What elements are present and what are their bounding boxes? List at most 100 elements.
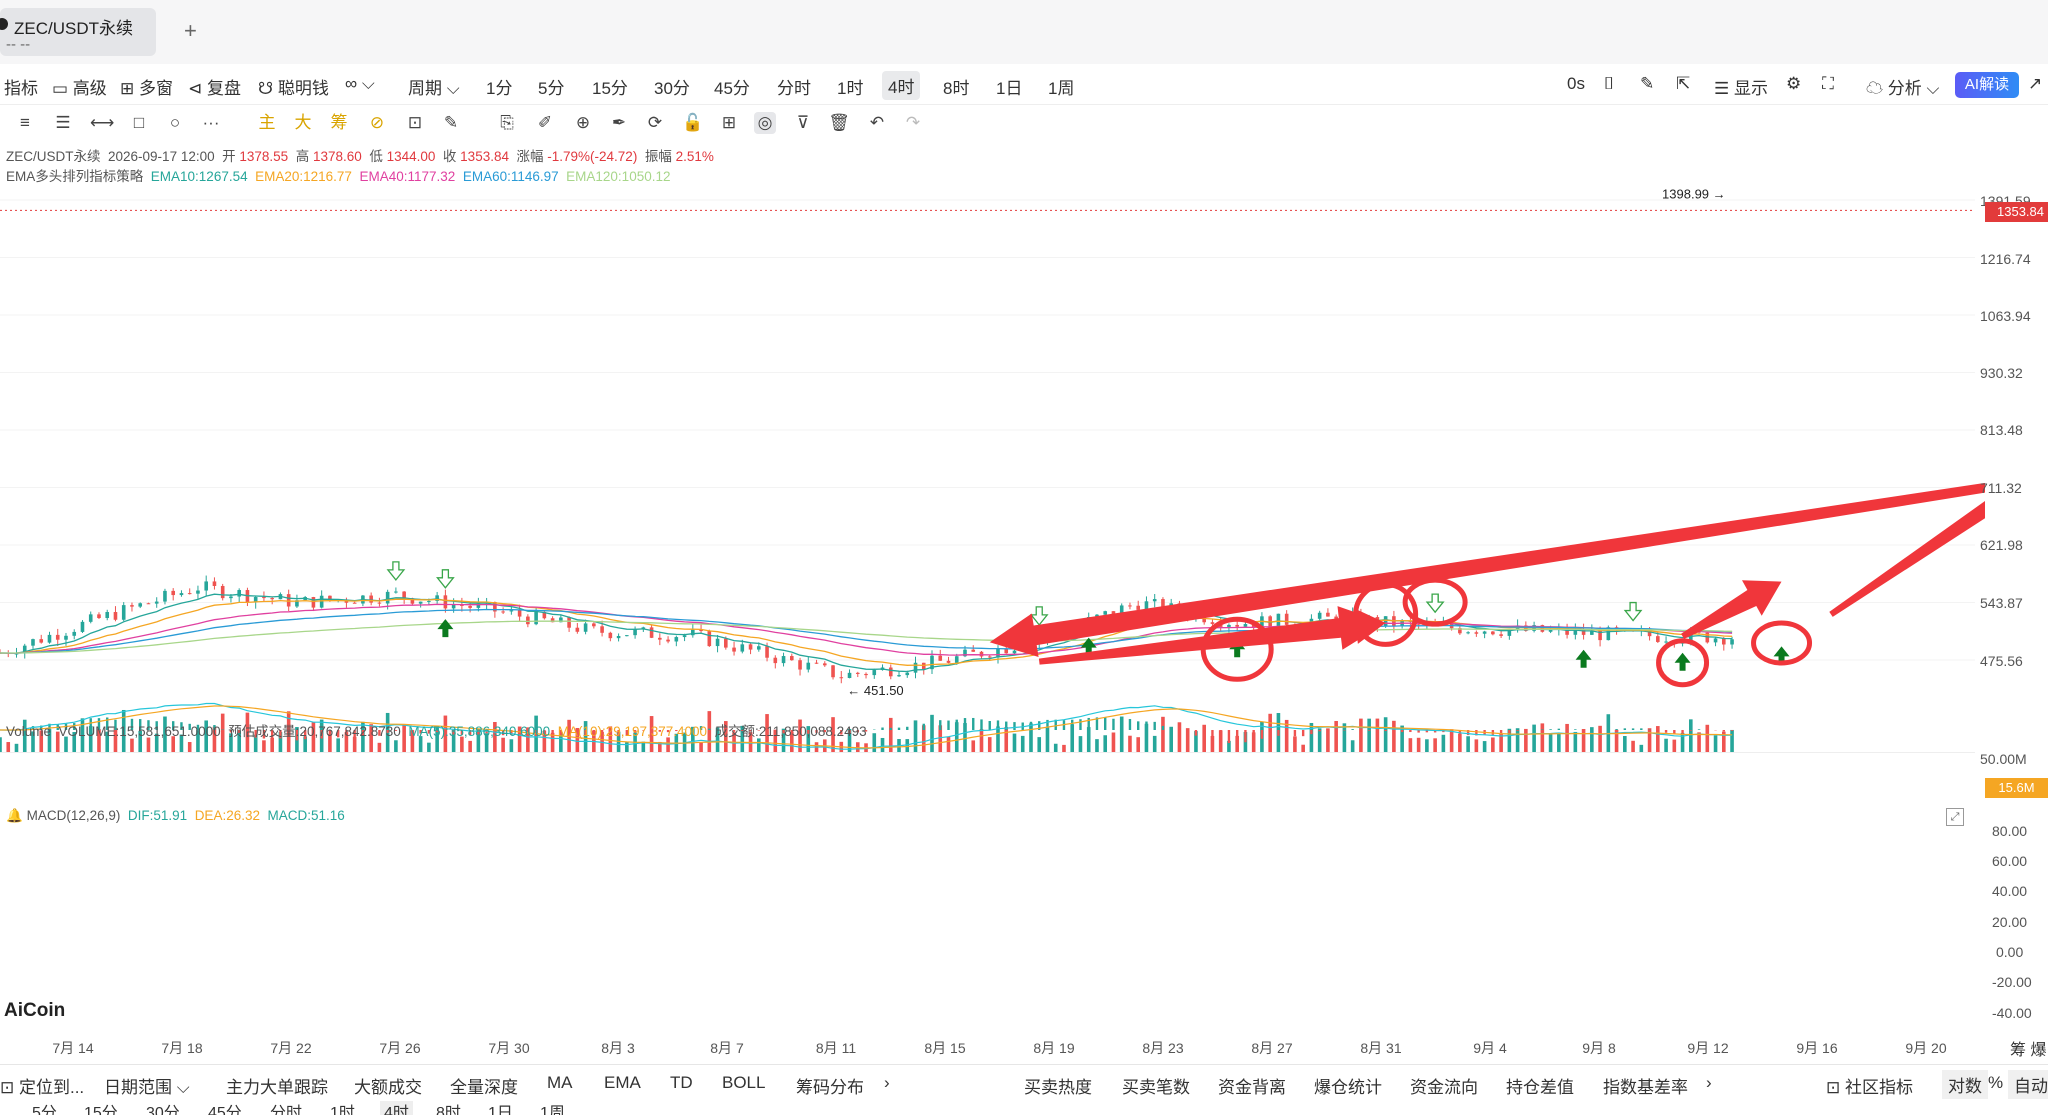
zoom-icon[interactable]: ⊕ bbox=[575, 113, 591, 132]
community-indicator[interactable]: ⊡ 社区指标 bbox=[1826, 1078, 1913, 1097]
volume-bar bbox=[39, 730, 44, 752]
analysis-dropdown[interactable]: ☁ 分析 ⌵ bbox=[1866, 79, 1940, 98]
index-basis[interactable]: 指数基差率 bbox=[1603, 1078, 1688, 1097]
advanced-button[interactable]: ▭ 高级 bbox=[52, 79, 107, 98]
candle bbox=[715, 638, 720, 647]
delete-icon[interactable]: 🗑 bbox=[828, 113, 850, 132]
frame-icon[interactable]: ⊡ bbox=[407, 113, 423, 132]
more-icon[interactable]: ··· bbox=[202, 113, 220, 132]
period-option[interactable]: 4时 bbox=[380, 1101, 413, 1115]
main-force-icon[interactable]: 主 bbox=[258, 113, 276, 132]
tab-zec-usdt[interactable]: ZEC/USDT永续 -- -- bbox=[0, 8, 156, 56]
position-diff[interactable]: 持仓差值 bbox=[1506, 1078, 1574, 1097]
add-tab-button[interactable]: + bbox=[184, 18, 197, 43]
auto-scale-toggle[interactable]: 自动 bbox=[2008, 1070, 2048, 1099]
main-force-tracking[interactable]: 主力大单跟踪 bbox=[226, 1078, 328, 1097]
eraser-icon[interactable]: ✐ bbox=[537, 113, 553, 132]
period-5m[interactable]: 5分 bbox=[538, 79, 565, 98]
indicator-button[interactable]: 指标 bbox=[4, 79, 38, 98]
magnet-icon[interactable]: ⟳ bbox=[647, 113, 663, 132]
period-option[interactable]: 1时 bbox=[330, 1105, 355, 1115]
volume-bar bbox=[352, 736, 357, 752]
chip-distribution[interactable]: 筹码分布 bbox=[796, 1078, 864, 1097]
period-option[interactable]: 45分 bbox=[208, 1105, 242, 1115]
copy-icon[interactable]: ⎘ bbox=[500, 113, 514, 132]
percent-toggle[interactable]: % bbox=[1988, 1073, 2004, 1092]
period-1d[interactable]: 1日 bbox=[996, 79, 1023, 98]
visibility-icon[interactable]: ◎ bbox=[754, 112, 776, 134]
display-button[interactable]: ☰ 显示 bbox=[1714, 79, 1768, 98]
replay-button[interactable]: ⊲ 复盘 bbox=[188, 79, 241, 98]
ban-icon[interactable]: ⊘ bbox=[369, 113, 385, 132]
multi-window-button[interactable]: ⊞ 多窗 bbox=[120, 79, 173, 98]
volume-bar bbox=[1425, 739, 1429, 752]
fund-flow[interactable]: 资金流向 bbox=[1410, 1078, 1478, 1097]
period-15m[interactable]: 15分 bbox=[592, 79, 628, 98]
undo-icon[interactable]: ↶ bbox=[869, 113, 885, 132]
trade-heat[interactable]: 买卖热度 bbox=[1024, 1078, 1092, 1097]
countdown-label[interactable]: 0s bbox=[1567, 74, 1585, 93]
period-option[interactable]: 1周 bbox=[540, 1105, 565, 1115]
period-dropdown[interactable]: 周期 ⌵ bbox=[408, 79, 460, 98]
camera-icon[interactable]: ⌷ bbox=[1604, 74, 1615, 93]
template-icon[interactable]: ⊞ bbox=[721, 113, 737, 132]
filter-icon[interactable]: ⊽ bbox=[796, 113, 810, 132]
td-indicator[interactable]: TD bbox=[670, 1073, 693, 1092]
large-order-icon[interactable]: 大 bbox=[294, 113, 312, 132]
x-axis-label: 8月 15 bbox=[924, 1040, 966, 1056]
smart-money-button[interactable]: ☋ 聪明钱 bbox=[258, 79, 329, 98]
scroll-right-icon[interactable]: › bbox=[884, 1073, 890, 1092]
redo-icon[interactable]: ↷ bbox=[905, 113, 921, 132]
period-option[interactable]: 1日 bbox=[488, 1105, 513, 1115]
locate-button[interactable]: ⊡ 定位到... bbox=[0, 1078, 85, 1097]
scroll-right-icon[interactable]: › bbox=[1706, 1073, 1712, 1092]
trade-count[interactable]: 买卖笔数 bbox=[1122, 1078, 1190, 1097]
ema-indicator[interactable]: EMA bbox=[604, 1073, 641, 1092]
circle-icon[interactable]: ○ bbox=[169, 113, 181, 132]
price-chart[interactable]: 1398.99 → ← 451.50 bbox=[0, 140, 1985, 1060]
chip-icon[interactable]: 筹 bbox=[330, 113, 348, 132]
fullscreen-icon[interactable]: ⛶ bbox=[1822, 74, 1834, 93]
large-trades[interactable]: 大额成交 bbox=[354, 1078, 422, 1097]
period-8h[interactable]: 8时 bbox=[943, 79, 970, 98]
period-1w[interactable]: 1周 bbox=[1048, 79, 1075, 98]
macd-axis-label: 80.00 bbox=[1992, 823, 2028, 839]
full-depth[interactable]: 全量深度 bbox=[450, 1078, 518, 1097]
pen-icon[interactable]: ✎ bbox=[1640, 74, 1655, 93]
period-option[interactable]: 5分 bbox=[32, 1105, 57, 1115]
period-option[interactable]: 8时 bbox=[436, 1105, 461, 1115]
expand-panel-icon[interactable]: ⤢ bbox=[1946, 808, 1964, 826]
ma-indicator[interactable]: MA bbox=[547, 1073, 573, 1092]
period-option[interactable]: 15分 bbox=[84, 1105, 118, 1115]
date-range-dropdown[interactable]: 日期范围 ⌵ bbox=[104, 1078, 190, 1097]
x-axis-label: 8月 19 bbox=[1033, 1040, 1075, 1056]
period-option[interactable]: 分时 bbox=[270, 1105, 303, 1115]
ai-interpret-button[interactable]: AI解读 bbox=[1955, 72, 2019, 98]
line-tools-icon[interactable]: ≡ bbox=[20, 113, 30, 132]
list-icon[interactable]: ☰ bbox=[55, 113, 71, 132]
multi-window-label: 多窗 bbox=[138, 79, 173, 98]
edit-icon[interactable]: ✎ bbox=[443, 113, 459, 132]
lock-icon[interactable]: 🔓 bbox=[682, 113, 704, 132]
period-30m[interactable]: 30分 bbox=[654, 79, 690, 98]
boll-indicator[interactable]: BOLL bbox=[722, 1073, 766, 1092]
log-scale-toggle[interactable]: 对数 bbox=[1942, 1070, 1988, 1099]
fund-divergence[interactable]: 资金背离 bbox=[1218, 1078, 1286, 1097]
period-option[interactable]: 30分 bbox=[146, 1105, 180, 1115]
export-icon[interactable]: ↗ bbox=[2028, 74, 2043, 93]
period-1m[interactable]: 1分 bbox=[486, 79, 513, 98]
period-45m[interactable]: 45分 bbox=[714, 79, 750, 98]
brush-icon[interactable]: ✒ bbox=[611, 113, 627, 132]
link-dropdown[interactable]: ∞ ⌵ bbox=[345, 74, 375, 93]
rectangle-icon[interactable]: □ bbox=[133, 113, 145, 132]
horizontal-line-icon[interactable]: ⟷ bbox=[90, 113, 115, 132]
bell-icon[interactable]: 🔔 bbox=[6, 808, 23, 823]
period-1h[interactable]: 1时 bbox=[837, 79, 864, 98]
period-4h[interactable]: 4时 bbox=[882, 71, 921, 100]
period-timeshare[interactable]: 分时 bbox=[777, 79, 811, 98]
share-icon[interactable]: ⇱ bbox=[1676, 74, 1691, 93]
candle bbox=[1111, 611, 1116, 616]
volume-bar bbox=[31, 731, 35, 752]
liquidation-stats[interactable]: 爆仓统计 bbox=[1314, 1078, 1382, 1097]
settings-icon[interactable]: ⚙ bbox=[1786, 74, 1802, 93]
